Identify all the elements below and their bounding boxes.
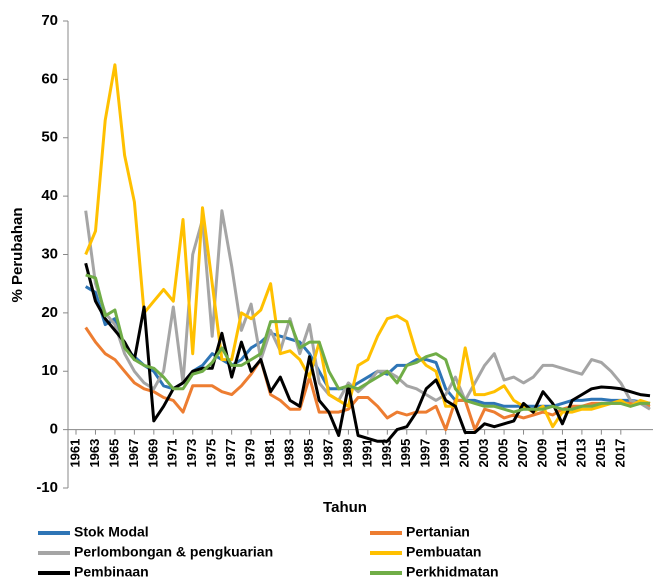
x-tick-label: 1995 [398,439,413,468]
y-tick-label: 40 [41,187,58,204]
x-tick-label: 1979 [243,439,258,468]
x-tick-label: 2009 [534,439,549,468]
y-tick-label: 10 [41,362,58,379]
y-tick-label: 30 [41,245,58,262]
x-tick-label: 1967 [126,439,141,468]
x-tick-label: 1987 [320,439,335,468]
x-tick-label: 2013 [573,439,588,468]
x-tick-label: 1981 [262,439,277,468]
x-tick-label: 2011 [554,439,569,467]
y-axis-title: % Perubahan [9,207,26,302]
x-tick-label: 2003 [476,439,491,468]
x-tick-label: 1969 [145,439,160,468]
x-tick-label: 1977 [223,439,238,468]
x-tick-label: 2017 [612,439,627,468]
legend-label: Perkhidmatan [406,564,499,580]
legend-label: Pembinaan [74,564,149,580]
series-line [85,273,650,414]
x-tick-label: 1999 [437,439,452,468]
x-tick-label: 1993 [379,439,394,468]
x-tick-label: 1973 [184,439,199,468]
series-line [84,262,651,443]
y-tick-label: 60 [41,70,58,87]
y-tick-label: 50 [41,129,58,146]
x-tick-label: 1997 [418,439,433,468]
x-tick-label: 1971 [165,439,180,468]
y-tick-label: -10 [36,479,58,496]
x-tick-label: 1989 [340,439,355,468]
x-tick-label: 2005 [496,439,511,468]
legend-label: Pembuatan [406,544,481,560]
legend-label: Stok Modal [74,524,149,540]
x-tick-label: 1985 [301,439,316,468]
legend-label: Perlombongan & pengkuarian [74,544,273,560]
x-tick-label: 2015 [593,439,608,468]
legend-label: Pertanian [406,524,470,540]
y-tick-label: 20 [41,304,58,321]
x-tick-label: 2001 [457,439,472,468]
x-tick-label: 1991 [359,439,374,468]
x-tick-label: 1965 [106,439,121,468]
x-tick-label: 1983 [281,439,296,468]
y-tick-label: 0 [50,421,58,438]
x-tick-label: 2007 [515,439,530,468]
series-line [84,63,651,429]
series-line [84,209,651,411]
x-tick-label: 1961 [67,439,82,468]
x-axis-title: Tahun [323,499,367,516]
y-tick-label: 70 [41,12,58,29]
x-tick-label: 1975 [204,439,219,468]
series-line [84,285,651,408]
x-tick-label: 1963 [87,439,102,468]
